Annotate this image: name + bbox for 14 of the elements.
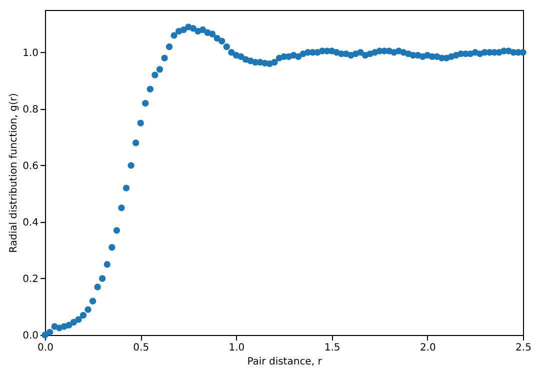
y-tick-label: 0.6	[22, 160, 38, 172]
x-tick-label: 2.5	[516, 342, 532, 354]
y-tick-label: 0.0	[22, 330, 38, 342]
y-axis-title: Radial distribution function, g(r)	[8, 93, 20, 253]
y-tick-label: 0.4	[22, 217, 38, 228]
y-tick-label: 1.0	[22, 48, 38, 59]
x-tick-label: 1.0	[228, 342, 245, 354]
y-tick-label: 0.2	[22, 274, 38, 285]
y-tick-label: 0.8	[22, 104, 38, 116]
x-tick-label: 0.5	[133, 342, 150, 354]
x-tick-label: 1.5	[324, 342, 340, 354]
x-axis-title: Pair distance, r	[247, 356, 323, 368]
x-tick-label: 0.0	[38, 342, 54, 354]
x-tick-label: 2.0	[420, 342, 436, 354]
